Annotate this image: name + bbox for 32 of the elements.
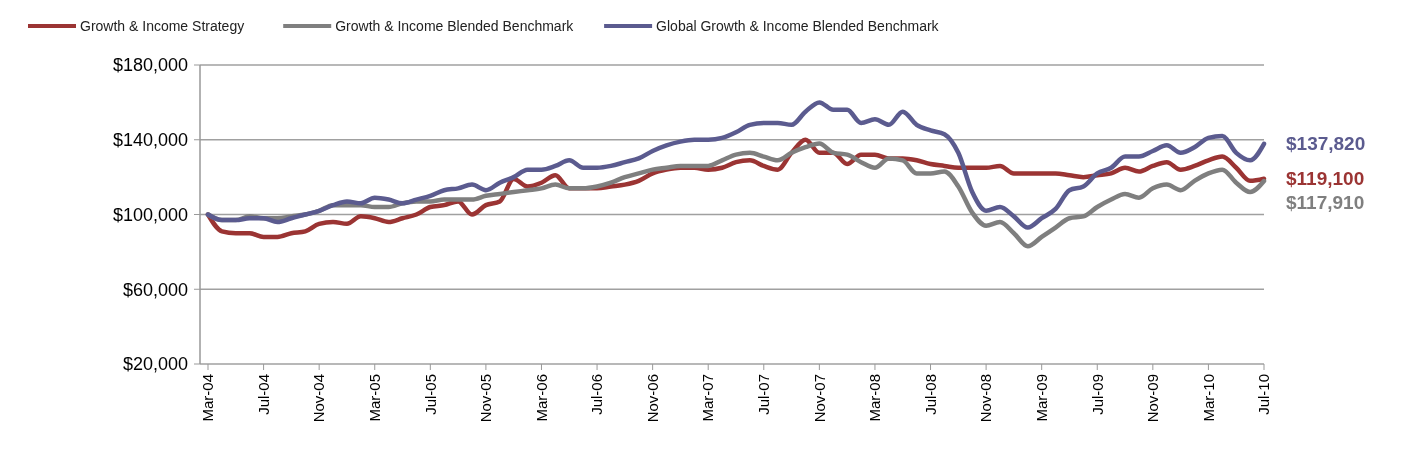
x-tick-label: Nov-07 [810,374,828,423]
data-label: $137,820 [1286,133,1366,155]
y-tick-label: $20,000 [122,354,188,375]
x-tick-label: Mar-06 [532,374,550,422]
data-label: $119,100 [1286,168,1365,190]
x-tick-label: Nov-05 [477,374,495,423]
x-tick-label: Jul-10 [1255,374,1273,415]
x-tick-label: Mar-07 [699,374,717,422]
line-series [205,100,1267,230]
y-tick-label: $140,000 [112,130,188,151]
x-tick-label: Nov-06 [643,374,661,423]
x-tick-label: Jul-04 [254,374,272,415]
y-tick-label: $180,000 [112,55,188,76]
legend-label: Global Growth & Income Blended Benchmark [656,18,940,34]
x-tick-label: Mar-04 [199,374,217,422]
x-tick-label: Nov-08 [977,374,995,423]
legend-label: Growth & Income Strategy [80,18,245,34]
x-tick-label: Jul-08 [921,374,939,415]
y-tick-label: $60,000 [122,279,188,300]
data-label: $117,910 [1286,192,1365,214]
x-tick-label: Mar-10 [1199,374,1217,422]
x-tick-label: Nov-09 [1144,374,1162,423]
x-tick-label: Mar-05 [365,374,383,422]
x-tick-label: Mar-08 [866,374,884,422]
legend-label: Growth & Income Blended Benchmark [335,18,575,34]
x-tick-label: Jul-05 [421,374,439,415]
x-tick-label: Jul-07 [755,374,773,415]
x-tick-label: Jul-09 [1088,374,1106,415]
x-tick-label: Jul-06 [588,374,606,415]
x-tick-label: Mar-09 [1032,374,1050,422]
y-tick-label: $100,000 [112,204,188,225]
x-tick-label: Nov-04 [310,374,328,423]
